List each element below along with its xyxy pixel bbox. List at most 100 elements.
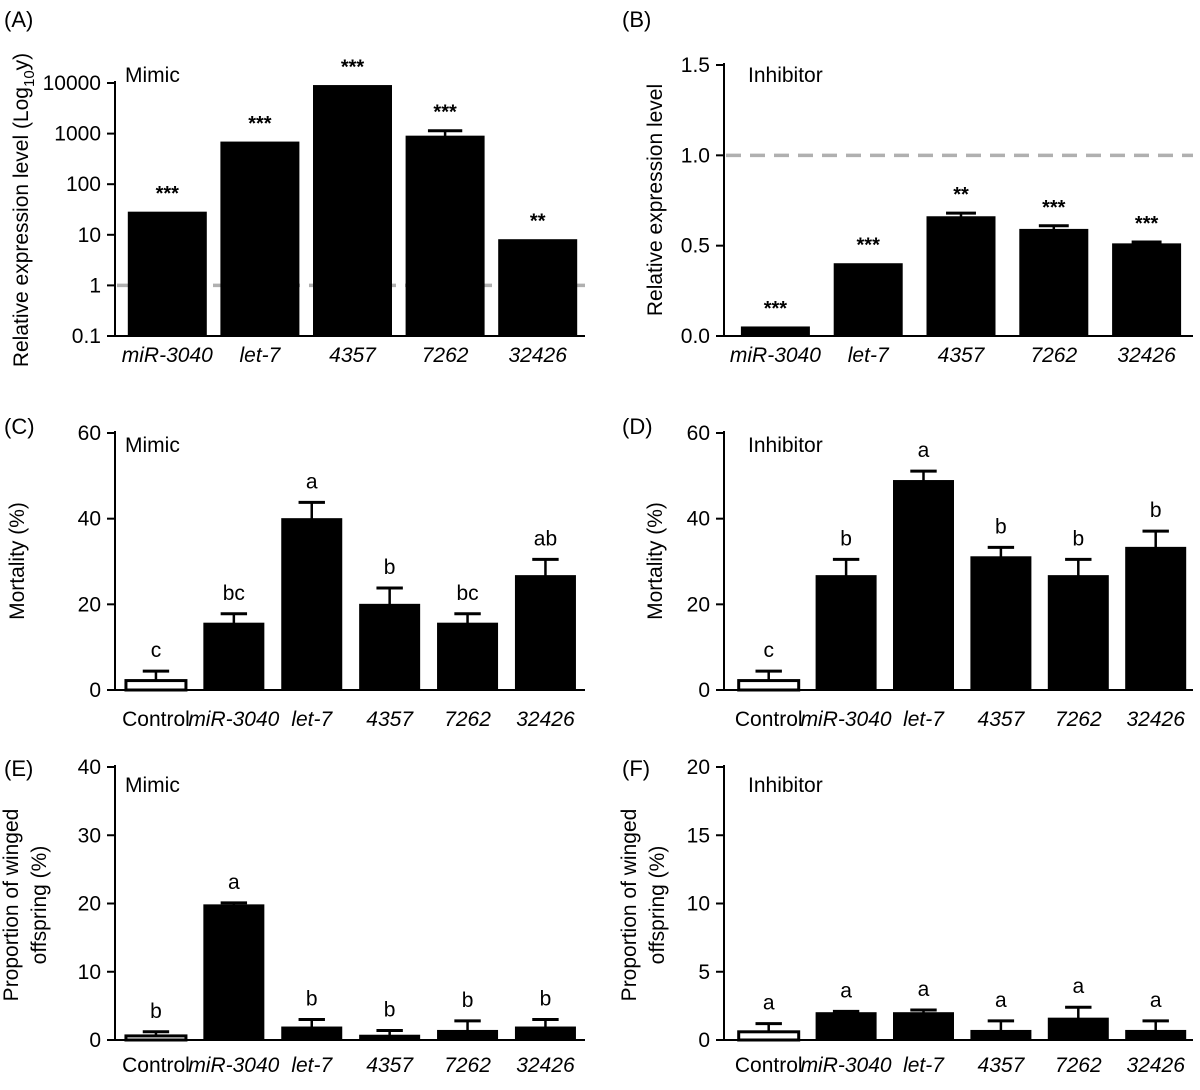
bar	[220, 141, 300, 337]
y-tick-label: 40	[78, 756, 101, 779]
y-tick-label: 20	[78, 893, 101, 916]
y-tick-label: 1.0	[681, 144, 710, 167]
bar	[359, 1034, 421, 1041]
bar-annotation: a	[228, 871, 240, 894]
y-axis-label-line: Proportion of winged	[618, 809, 641, 1002]
y-tick-label: 1000	[54, 123, 101, 146]
y-tick-label: 0	[698, 1029, 710, 1052]
bar-annotation: a	[918, 978, 930, 1001]
y-axis-label-line: offspring (%)	[646, 846, 669, 965]
y-axis-label: Mortality (%)	[644, 502, 667, 620]
bar-annotation: bc	[223, 582, 245, 605]
x-tick-label: 7262	[444, 708, 491, 731]
x-tick-label: 7262	[1030, 344, 1077, 367]
x-tick-label: 4357	[978, 708, 1026, 731]
x-tick-label: 32426	[508, 344, 567, 367]
bar	[893, 480, 954, 691]
bar-annotation: ***	[156, 183, 180, 205]
bar-annotation: b	[384, 556, 396, 579]
x-tick-label: 4357	[366, 1054, 414, 1077]
panel-b-chart: (B) Inhibitor Relative expression level 0.0…	[622, 7, 1193, 367]
bar	[124, 1034, 188, 1042]
x-tick-label: Control	[122, 708, 190, 731]
y-tick-label: 5	[698, 961, 710, 984]
x-tick-label: let-7	[903, 708, 945, 731]
y-tick-label: 60	[687, 422, 710, 445]
bar-annotation: ***	[764, 298, 788, 320]
y-tick-label: 0.1	[72, 325, 101, 348]
bar	[203, 904, 265, 1041]
bar-annotation: **	[530, 211, 546, 233]
bar-annotation: ***	[341, 57, 365, 79]
bar	[833, 263, 903, 337]
bar-annotation: b	[540, 988, 552, 1011]
inset-label: Mimic	[125, 774, 180, 797]
y-tick-label: 60	[78, 422, 101, 445]
bar	[514, 575, 576, 691]
x-tick-label: let-7	[291, 708, 333, 731]
y-tick-label: 20	[687, 756, 710, 779]
bar-annotation: a	[763, 992, 775, 1015]
x-tick-label: 4357	[938, 344, 986, 367]
x-tick-label: Control	[735, 708, 803, 731]
y-tick-label: 20	[78, 593, 101, 616]
x-tick-label: 32426	[516, 1054, 575, 1077]
bar	[815, 575, 877, 691]
x-tick-label: 32426	[516, 708, 575, 731]
bar	[498, 239, 578, 337]
bar	[514, 1026, 576, 1041]
bar	[1125, 546, 1187, 691]
bar-annotation: b	[384, 998, 396, 1021]
x-tick-label: miR-3040	[188, 708, 279, 731]
bar	[815, 1012, 877, 1041]
panel-letter: (C)	[4, 414, 35, 439]
bar	[737, 679, 801, 692]
y-axis-label: Relative expression level (Log10y)	[10, 53, 38, 367]
bar	[281, 1026, 343, 1041]
bar	[359, 603, 421, 691]
bar-annotation: ***	[248, 113, 272, 135]
panel-e-chart: (E) Mimic Proportion of winged offspring (%…	[0, 756, 585, 1077]
bar	[281, 518, 343, 691]
panel-letter: (D)	[622, 414, 653, 439]
bar	[1047, 575, 1109, 691]
y-axis-label-subscript: 10	[21, 70, 38, 87]
bar	[1047, 1017, 1109, 1041]
bar	[970, 556, 1032, 691]
x-tick-label: let-7	[291, 1054, 333, 1077]
x-tick-label: 7262	[444, 1054, 491, 1077]
bar-annotation: bc	[456, 582, 478, 605]
bar	[124, 679, 188, 692]
y-tick-label: 10000	[43, 72, 101, 95]
y-tick-label: 1	[89, 274, 101, 297]
y-tick-label: 40	[687, 508, 710, 531]
bar	[926, 216, 996, 337]
inset-label: Inhibitor	[748, 434, 823, 457]
y-axis-label: Relative expression level	[644, 84, 667, 316]
x-tick-label: let-7	[239, 344, 281, 367]
bar	[970, 1029, 1032, 1041]
bar-annotation: ***	[433, 102, 457, 124]
x-tick-label: miR-3040	[122, 344, 213, 367]
bar-annotation: b	[995, 515, 1007, 538]
inset-label: Mimic	[125, 64, 180, 87]
bar	[127, 211, 207, 337]
bar-annotation: b	[1072, 527, 1084, 550]
x-tick-label: Control	[735, 1054, 803, 1077]
bar-annotation: a	[918, 439, 930, 462]
x-tick-label: miR-3040	[730, 344, 821, 367]
bar-annotation: b	[840, 527, 852, 550]
y-tick-label: 0.0	[681, 325, 710, 348]
x-tick-label: 32426	[1126, 708, 1185, 731]
x-tick-label: 7262	[1055, 1054, 1102, 1077]
x-tick-label: 7262	[1055, 708, 1102, 731]
y-axis-label-line: offspring (%)	[28, 846, 51, 965]
x-tick-label: miR-3040	[801, 1054, 892, 1077]
y-axis-label: Proportion of winged offspring (%)	[0, 809, 51, 1002]
y-tick-label: 0	[89, 1029, 101, 1052]
y-tick-label: 0	[698, 679, 710, 702]
bar-annotation: b	[306, 988, 318, 1011]
bar	[893, 1012, 954, 1041]
